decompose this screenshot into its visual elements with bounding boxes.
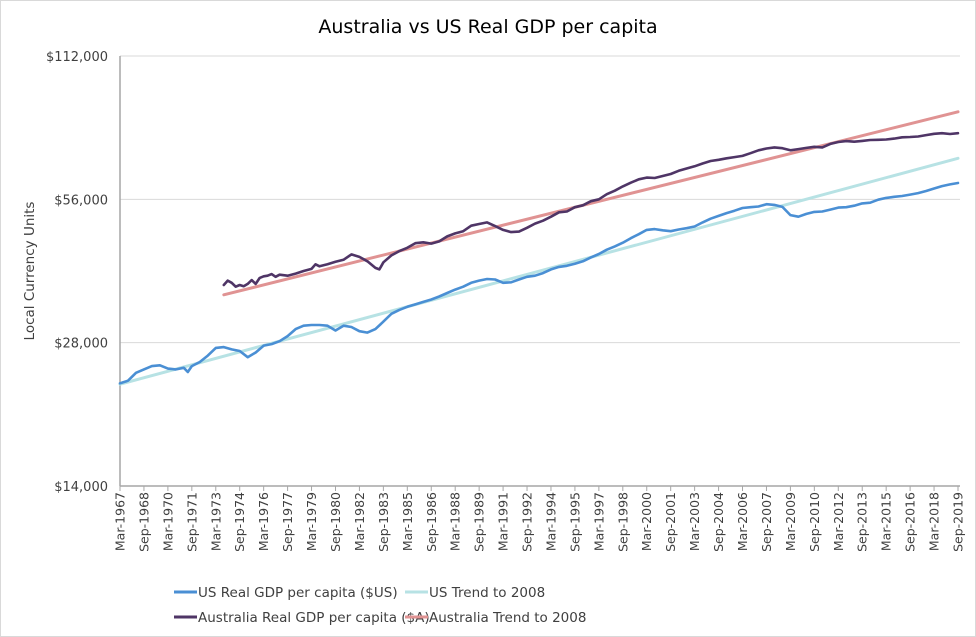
y-axis-ticks: $14,000 $28,000 $56,000 $112,000 (46, 50, 108, 495)
y-axis-label: Local Currency Units (22, 202, 38, 341)
y-tick-label: $28,000 (54, 337, 108, 352)
x-tick-label: Mar-1985 (400, 492, 415, 551)
legend-label: Australia Real GDP per capita ($A) (198, 610, 430, 626)
x-tick-label: Mar-2009 (783, 492, 798, 551)
series-line-australia-real-gdp-per-capita-a (222, 131, 960, 288)
x-tick-label: Sep-1983 (376, 492, 391, 552)
y-tick-label: $14,000 (54, 480, 108, 495)
legend-label: Australia Trend to 2008 (429, 610, 586, 626)
axes (119, 56, 960, 487)
x-tick-label: Mar-2000 (639, 492, 654, 551)
x-tick-label: Sep-1971 (184, 492, 199, 552)
x-tick-label: Sep-2013 (855, 492, 870, 552)
x-tick-label: Mar-2015 (879, 492, 894, 551)
x-tick-label: Sep-2010 (807, 492, 822, 552)
x-tick-label: Mar-2012 (831, 492, 846, 551)
x-tick-label: Sep-2001 (663, 492, 678, 552)
x-tick-label: Mar-1994 (543, 492, 558, 551)
x-tick-label: Sep-1977 (280, 492, 295, 552)
x-tick-label: Sep-1989 (472, 492, 487, 552)
x-tick-label: Sep-2004 (711, 492, 726, 552)
series-line-us-real-gdp-per-capita-us (118, 181, 960, 385)
x-tick-label: Sep-1986 (424, 492, 439, 552)
x-tick-label: Mar-2006 (735, 492, 750, 551)
x-tick-label: Sep-1980 (328, 492, 343, 552)
x-tick-label: Sep-2019 (951, 492, 966, 552)
series-line-australia-trend-to-2008 (222, 110, 960, 297)
x-tick-label: Mar-2003 (687, 492, 702, 551)
x-tick-label: Mar-1979 (304, 492, 319, 551)
x-tick-label: Mar-1982 (352, 492, 367, 551)
legend-label: US Trend to 2008 (429, 585, 545, 601)
x-tick-label: Mar-1991 (496, 492, 511, 551)
x-tick-label: Mar-1973 (208, 492, 223, 551)
x-axis-ticks: Mar-1967 Sep-1968 Mar-1970 Sep-1971 Mar-1973… (113, 486, 966, 552)
legend-label: US Real GDP per capita ($US) (198, 585, 398, 601)
x-tick-label: Sep-1998 (615, 492, 630, 552)
series-lines (118, 110, 960, 386)
series-line-us-trend-to-2008 (118, 156, 960, 386)
x-tick-label: Mar-1970 (160, 492, 175, 551)
x-tick-label: Mar-1967 (113, 492, 128, 551)
x-tick-label: Sep-2016 (903, 492, 918, 552)
x-tick-label: Sep-1992 (520, 492, 535, 552)
x-tick-label: Sep-2007 (759, 492, 774, 552)
x-tick-label: Mar-1988 (448, 492, 463, 551)
x-tick-label: Mar-2018 (927, 492, 942, 551)
x-tick-label: Sep-1968 (136, 492, 151, 552)
x-tick-label: Sep-1974 (232, 492, 247, 552)
legend: US Real GDP per capita ($US) US Trend to … (174, 585, 586, 626)
y-tick-label: $56,000 (54, 193, 108, 208)
y-tick-label: $112,000 (46, 50, 108, 65)
x-tick-label: Sep-1995 (567, 492, 582, 552)
chart-title: Australia vs US Real GDP per capita (318, 16, 657, 38)
x-tick-label: Mar-1976 (256, 492, 271, 551)
x-tick-label: Mar-1997 (591, 492, 606, 551)
gridlines (120, 55, 960, 344)
